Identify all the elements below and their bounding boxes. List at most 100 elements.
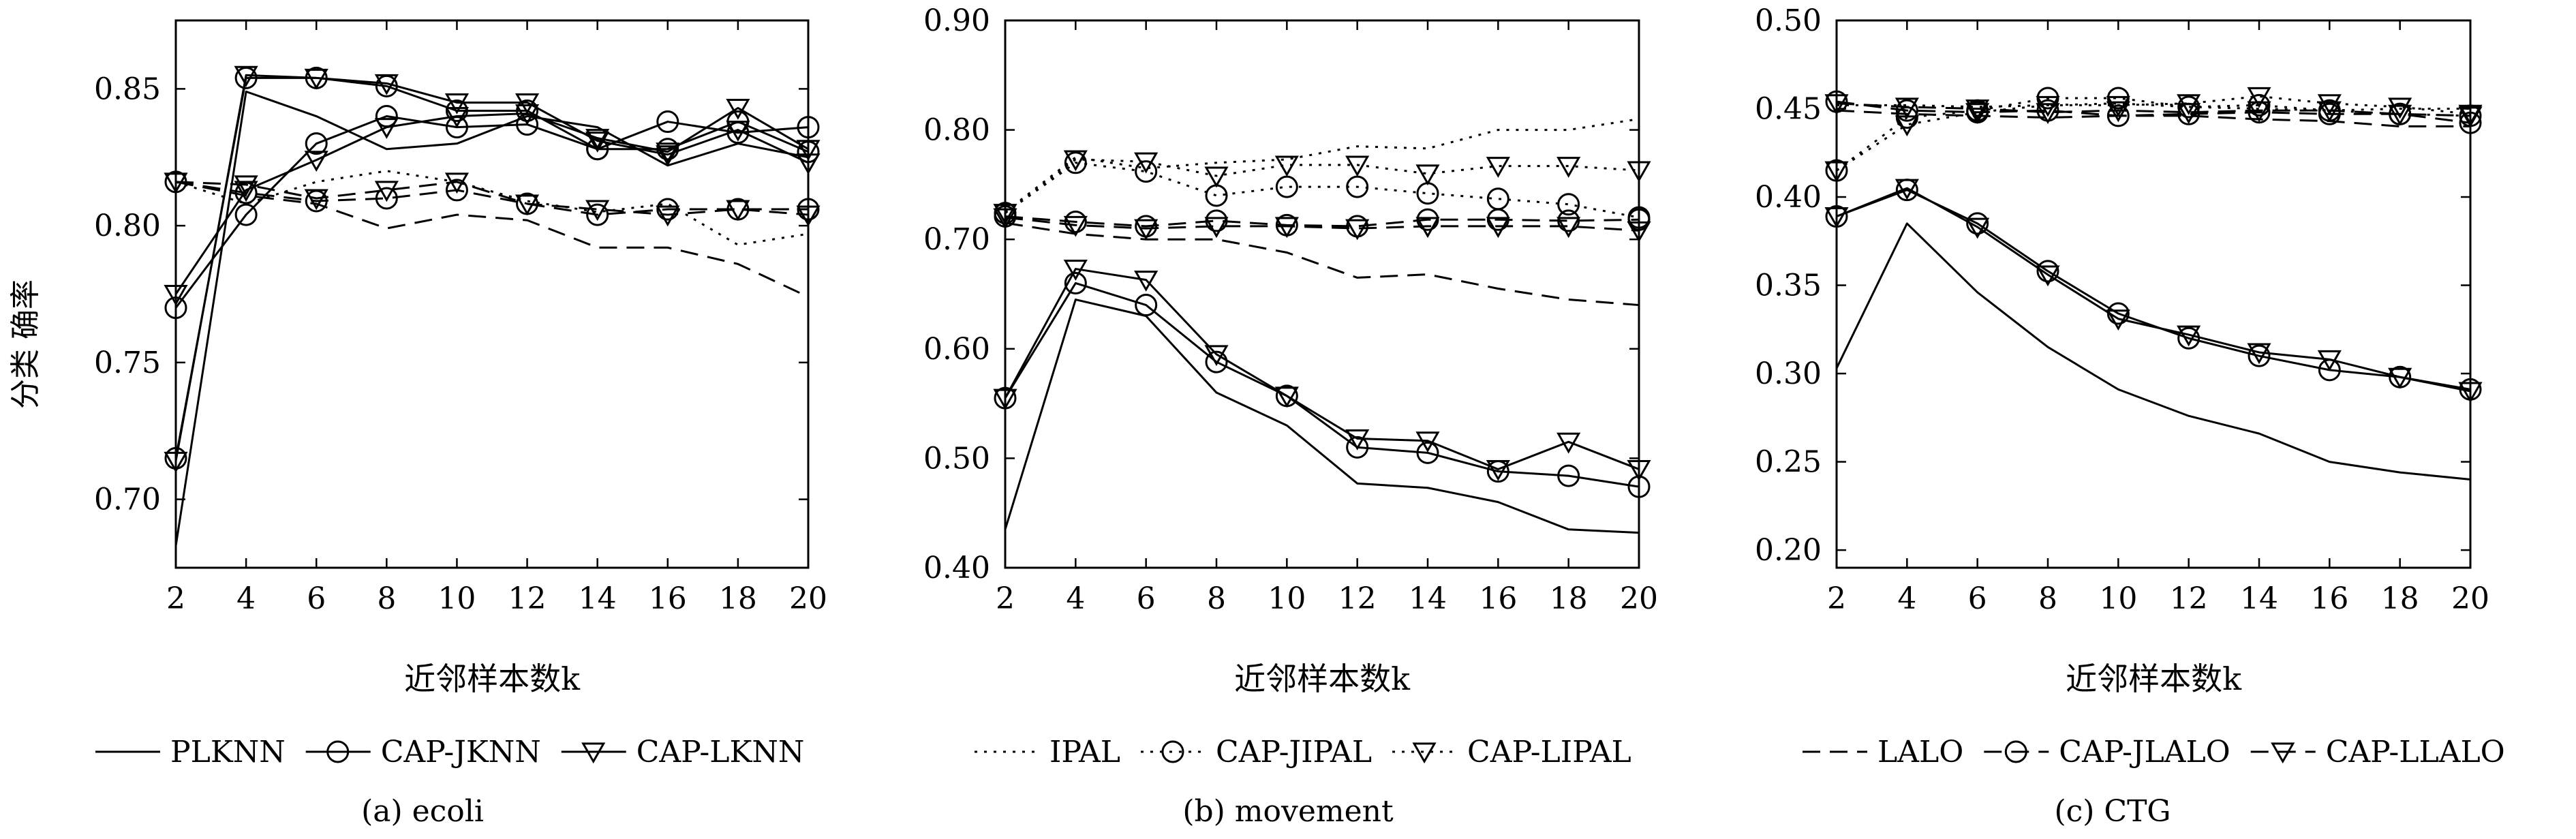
series-point: [1416, 182, 1439, 205]
series-point: [585, 132, 610, 153]
x-tick-label: 20: [789, 581, 827, 616]
series-point: [1274, 386, 1299, 408]
series-point: [2247, 87, 2271, 108]
x-tick-label: 18: [2381, 581, 2419, 616]
series-line: [175, 181, 808, 216]
series-line: [1836, 187, 2471, 393]
x-tick-label: 8: [377, 581, 396, 616]
x-tick-label: 12: [2170, 581, 2208, 616]
legend-marker: [1412, 742, 1437, 764]
series-point: [1824, 94, 1849, 116]
series-point: [1965, 100, 1990, 121]
series-point: [516, 99, 539, 122]
series-line: [175, 181, 809, 216]
x-tick-label: 6: [1137, 581, 1156, 616]
series-point: [234, 65, 258, 87]
x-tick-label: 14: [2240, 581, 2278, 616]
series-point: [726, 98, 750, 120]
series-point: [796, 205, 821, 227]
series-point: [1557, 193, 1580, 216]
x-tick-label: 2: [166, 581, 185, 616]
series-point: [726, 121, 750, 142]
series-line: [1005, 118, 1640, 213]
series-point: [164, 451, 188, 473]
series-point: [444, 172, 470, 194]
series-point: [1063, 150, 1088, 172]
legend-label: PLKNN: [170, 735, 286, 769]
series-point: [1415, 164, 1440, 186]
legend-marker: [2271, 742, 2295, 764]
series-point: [1557, 217, 1581, 239]
series-point: [1824, 207, 1849, 228]
series-point: [1557, 432, 1581, 454]
series-line: [1836, 102, 2471, 117]
x-tick-label: 4: [236, 581, 256, 616]
y-tick-label: 0.70: [923, 222, 990, 257]
y-tick-label: 0.50: [923, 441, 990, 476]
series-point: [1416, 441, 1439, 464]
series-point: [2177, 95, 2201, 119]
series-line: [174, 106, 809, 295]
series-line: [1005, 158, 1640, 214]
series-line: [1005, 222, 1640, 307]
series-point: [2388, 97, 2412, 119]
series-point: [2318, 102, 2341, 125]
series-point: [445, 179, 468, 202]
series-point: [1134, 219, 1159, 241]
series-point: [1274, 155, 1299, 177]
legend-marker: [2004, 740, 2027, 763]
chart-caption: (a) ecoli: [361, 794, 484, 829]
series-point: [993, 208, 1017, 230]
series-line: [174, 76, 809, 459]
series-point: [234, 203, 258, 226]
series-point: [2036, 265, 2060, 287]
series-point: [164, 285, 188, 306]
series-point: [797, 198, 820, 221]
series-point: [1345, 429, 1370, 451]
series-point: [1205, 209, 1228, 232]
series-point: [234, 175, 258, 197]
series-point: [1134, 271, 1159, 292]
legend-label: CAP-JLALO: [2059, 735, 2230, 769]
series-point: [2106, 104, 2130, 127]
series-point: [1415, 217, 1440, 239]
series-line: [1836, 97, 2471, 172]
y-tick-label: 0.85: [94, 72, 161, 106]
series-point: [2459, 111, 2482, 134]
series-point: [1134, 152, 1159, 174]
y-tick-label: 0.40: [1755, 180, 1822, 215]
series-point: [656, 198, 679, 221]
x-tick-label: 8: [2038, 581, 2057, 616]
series-point: [2388, 104, 2412, 126]
y-tick-label: 0.75: [94, 346, 161, 380]
series-line: [1004, 268, 1640, 470]
series-point: [1346, 436, 1369, 459]
series-line: [1837, 102, 2470, 112]
y-tick-label: 0.60: [923, 332, 990, 367]
series-point: [2317, 101, 2342, 123]
series-line: [1005, 216, 1640, 232]
y-tick-label: 0.25: [1755, 445, 1822, 480]
series-line: [174, 74, 809, 461]
y-tick-label: 0.70: [94, 483, 161, 517]
series-point: [796, 153, 821, 175]
series-point: [515, 93, 540, 115]
series-point: [585, 200, 610, 222]
series-point: [164, 172, 188, 194]
series-point: [726, 200, 750, 222]
y-tick-label: 0.45: [1755, 92, 1822, 127]
series-point: [2036, 95, 2060, 117]
series-line: [1836, 189, 2471, 391]
series-point: [1064, 151, 1087, 174]
series-line: [174, 115, 809, 309]
series-point: [2106, 101, 2130, 123]
series-point: [1895, 179, 1919, 200]
series-point: [1627, 475, 1651, 498]
series-point: [1557, 464, 1580, 487]
series-point: [304, 189, 328, 211]
x-tick-label: 8: [1207, 581, 1226, 616]
series-point: [1064, 271, 1087, 294]
chart-ecoli: 2 4 6 8 10 12 14 16 18 20 0.70 0.75 0.80 0.85 近邻样本数k PL…: [94, 19, 827, 829]
series-point: [1063, 260, 1088, 281]
